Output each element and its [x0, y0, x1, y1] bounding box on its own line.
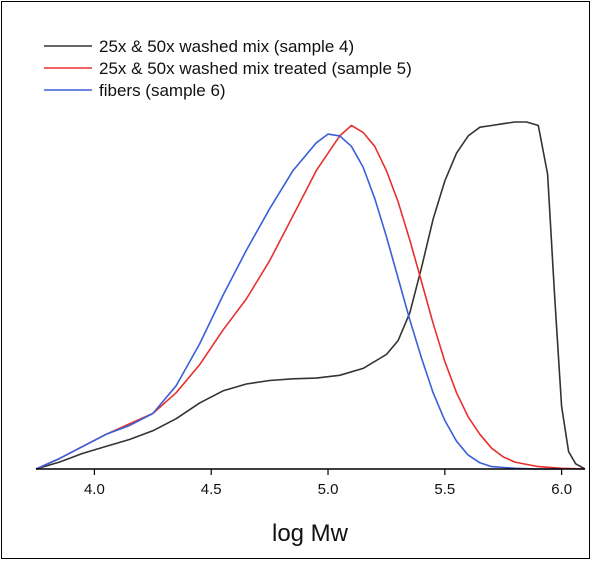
x-tick-label: 5.5 [434, 481, 455, 498]
x-tick-layer: 4.0 4.5 5.0 5.5 6.0 [84, 469, 572, 498]
series-line-3 [35, 133, 562, 470]
x-axis-label: log Mw [272, 520, 349, 547]
x-tick-label: 4.0 [84, 481, 105, 498]
legend-label-3: fibers (sample 6) [99, 81, 226, 100]
legend-label-2: 25x & 50x washed mix treated (sample 5) [99, 59, 412, 78]
line-chart: 4.0 4.5 5.0 5.5 6.0 log Mw 25x & 50x washed … [35, 37, 586, 547]
x-tick-label: 5.0 [318, 481, 339, 498]
x-tick-label: 6.0 [551, 481, 572, 498]
legend-label-1: 25x & 50x washed mix (sample 4) [99, 37, 354, 56]
x-tick-label: 4.5 [201, 481, 222, 498]
series-line-2 [35, 124, 586, 470]
legend: 25x & 50x washed mix (sample 4) 25x & 50x… [44, 37, 412, 100]
series-layer [35, 121, 586, 470]
series-line-1 [35, 121, 586, 470]
